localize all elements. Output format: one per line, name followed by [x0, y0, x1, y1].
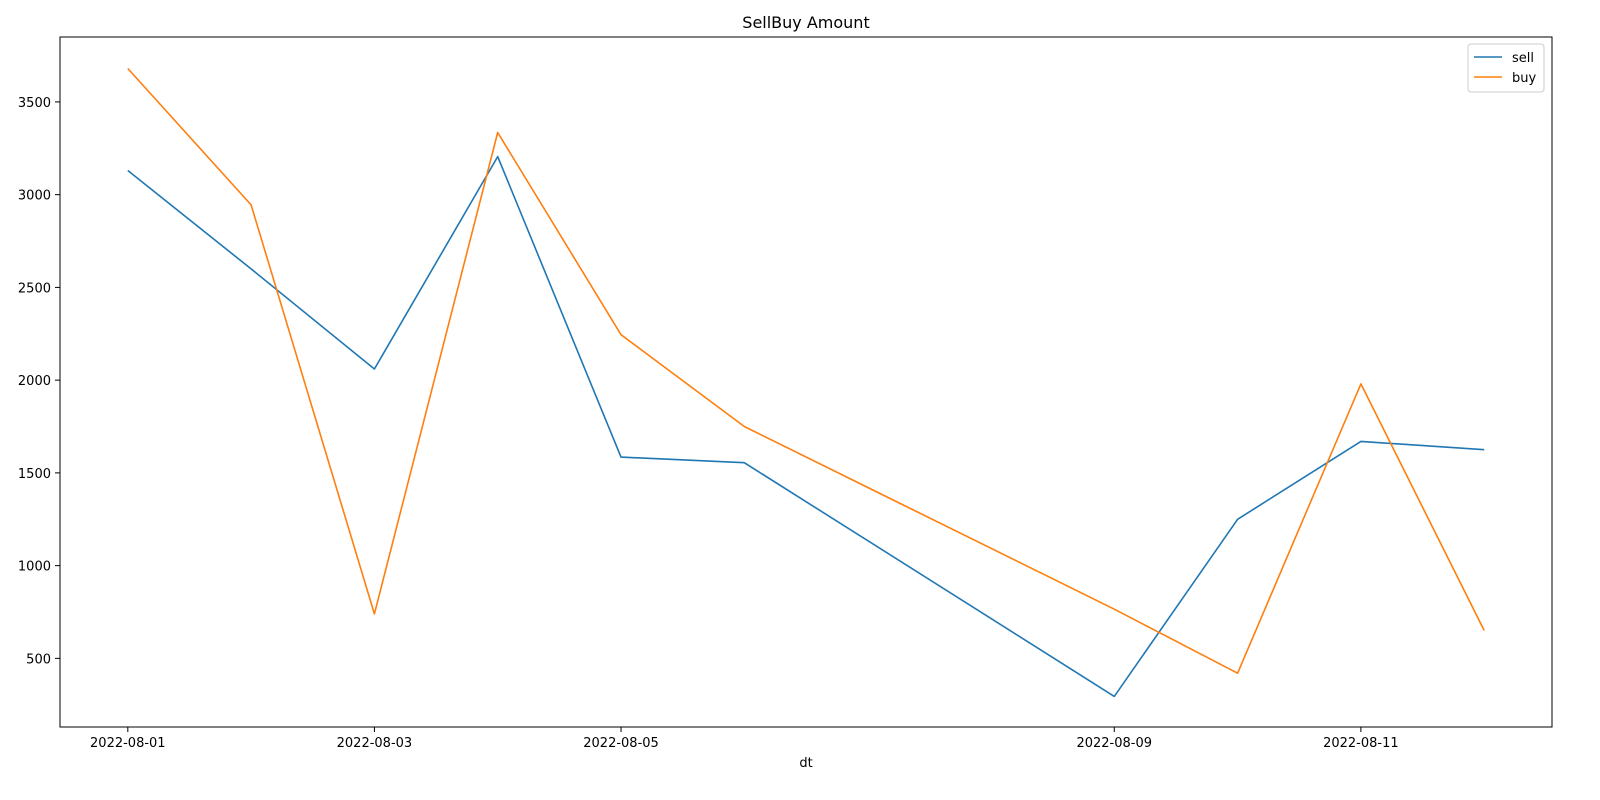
y-tick-label: 500 — [26, 652, 51, 667]
y-tick-label: 1000 — [18, 560, 51, 575]
legend-box — [1467, 43, 1545, 93]
legend-label-sell: sell — [1512, 51, 1534, 66]
y-tick-label: 3000 — [18, 189, 51, 204]
x-tick-label: 2022-08-09 — [1076, 736, 1152, 751]
x-tick-label: 2022-08-03 — [337, 736, 413, 751]
chart-title: SellBuy Amount — [742, 13, 869, 32]
x-tick-label: 2022-08-11 — [1323, 736, 1399, 751]
x-tick-label: 2022-08-05 — [583, 736, 659, 751]
axes-frame — [59, 36, 1553, 728]
series-line-buy — [127, 67, 1485, 675]
y-tick-label: 1500 — [18, 467, 51, 482]
x-axis-label: dt — [799, 756, 812, 771]
y-tick-label: 2500 — [18, 281, 51, 296]
plot-area: 500 1000 1500 2000 2500 3000 3500 2022-08-01 202… — [18, 36, 1553, 751]
y-tick-label: 2000 — [18, 374, 51, 389]
series-line-sell — [127, 155, 1485, 698]
legend: sell buy — [1467, 43, 1545, 93]
y-tick-label: 3500 — [18, 96, 51, 111]
legend-label-buy: buy — [1512, 71, 1536, 86]
x-tick-label: 2022-08-01 — [90, 736, 166, 751]
